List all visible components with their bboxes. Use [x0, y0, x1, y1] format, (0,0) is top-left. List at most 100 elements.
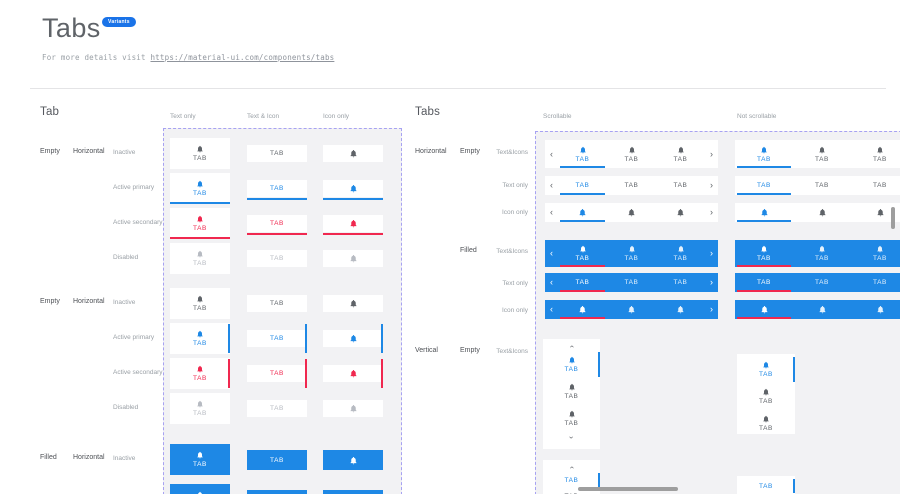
- tab[interactable]: TAB: [793, 273, 851, 292]
- tab[interactable]: TAB: [558, 273, 607, 292]
- tab-preview[interactable]: TAB: [170, 208, 230, 239]
- scroll-prev-button[interactable]: ‹: [550, 277, 553, 287]
- tab[interactable]: TAB: [735, 240, 793, 267]
- tab[interactable]: [793, 203, 851, 222]
- tab-preview[interactable]: TAB: [170, 243, 230, 274]
- tab[interactable]: TAB: [793, 240, 851, 267]
- tab-preview[interactable]: TAB: [170, 288, 230, 319]
- tabs-strip-not-scrollable[interactable]: TAB TAB TAB: [735, 176, 900, 195]
- tab[interactable]: TAB: [851, 140, 900, 168]
- scroll-next-button[interactable]: ›: [710, 180, 713, 190]
- tab-preview[interactable]: TAB: [247, 393, 307, 424]
- scroll-prev-button[interactable]: ‹: [550, 148, 553, 159]
- tab[interactable]: [793, 300, 851, 319]
- scroll-prev-button[interactable]: ‹: [550, 248, 553, 258]
- tab[interactable]: [851, 203, 900, 222]
- tab[interactable]: [558, 300, 607, 319]
- tab[interactable]: TAB: [737, 410, 795, 434]
- horizontal-scrollbar[interactable]: [578, 487, 678, 491]
- tab-preview[interactable]: [323, 393, 383, 424]
- scroll-down-button[interactable]: ›: [566, 435, 576, 439]
- tab[interactable]: [656, 300, 705, 319]
- tab-preview[interactable]: TAB: [247, 173, 307, 204]
- tab-preview[interactable]: [323, 444, 383, 475]
- scroll-up-button[interactable]: ›: [566, 465, 576, 469]
- tab[interactable]: TAB: [737, 478, 795, 494]
- tab[interactable]: TAB: [558, 176, 607, 195]
- tab[interactable]: [735, 203, 793, 222]
- tab[interactable]: TAB: [656, 176, 705, 195]
- tab[interactable]: TAB: [543, 488, 600, 494]
- scroll-next-button[interactable]: ›: [710, 148, 713, 159]
- tabs-vertical-scrollable-texticons[interactable]: › TAB TAB TAB ›: [543, 339, 600, 449]
- tab-preview[interactable]: TAB: [170, 358, 230, 389]
- tab-preview[interactable]: [323, 138, 383, 169]
- scroll-prev-button[interactable]: ‹: [550, 180, 553, 190]
- tabs-vertical-not-scrollable-texticons[interactable]: TAB TAB TAB: [737, 354, 795, 434]
- tab-preview[interactable]: [323, 243, 383, 274]
- tab-preview[interactable]: TAB: [170, 393, 230, 424]
- tab[interactable]: TAB: [543, 472, 600, 488]
- tabs-strip-scrollable[interactable]: ‹ TAB TAB TAB ›: [545, 140, 718, 168]
- tab-preview[interactable]: TAB: [247, 484, 307, 494]
- tab[interactable]: TAB: [607, 140, 656, 168]
- tab[interactable]: TAB: [735, 176, 793, 195]
- tab[interactable]: [851, 300, 900, 319]
- tabs-strip-scrollable[interactable]: ‹ TAB TAB TAB ›: [545, 176, 718, 195]
- tab[interactable]: TAB: [737, 356, 795, 383]
- tab[interactable]: TAB: [607, 273, 656, 292]
- tab-preview[interactable]: [323, 323, 383, 354]
- tab-preview[interactable]: TAB: [247, 323, 307, 354]
- tab[interactable]: TAB: [851, 176, 900, 195]
- tabs-strip-scrollable[interactable]: ‹ ›: [545, 203, 718, 222]
- tab[interactable]: [607, 300, 656, 319]
- tab-preview[interactable]: [323, 484, 383, 494]
- tab-preview[interactable]: [323, 208, 383, 239]
- tabs-strip-scrollable[interactable]: ‹ TAB TAB TAB ›: [545, 273, 718, 292]
- tab-preview[interactable]: TAB: [170, 484, 230, 494]
- tab-preview[interactable]: TAB: [247, 288, 307, 319]
- tab-preview[interactable]: [323, 358, 383, 389]
- tab[interactable]: TAB: [607, 240, 656, 267]
- tab[interactable]: TAB: [737, 383, 795, 410]
- tab[interactable]: [735, 300, 793, 319]
- tab[interactable]: TAB: [851, 240, 900, 267]
- tab[interactable]: TAB: [735, 273, 793, 292]
- tab[interactable]: TAB: [656, 140, 705, 168]
- tab[interactable]: TAB: [735, 140, 793, 168]
- tab-preview[interactable]: TAB: [247, 358, 307, 389]
- tab-preview[interactable]: TAB: [170, 323, 230, 354]
- tab-preview[interactable]: TAB: [247, 208, 307, 239]
- tab[interactable]: TAB: [543, 405, 600, 432]
- tab[interactable]: TAB: [543, 351, 600, 378]
- tab[interactable]: TAB: [607, 176, 656, 195]
- scroll-next-button[interactable]: ›: [710, 304, 713, 314]
- scroll-next-button[interactable]: ›: [710, 207, 713, 217]
- tab-preview[interactable]: [323, 288, 383, 319]
- tabs-strip-not-scrollable[interactable]: [735, 300, 900, 319]
- scroll-prev-button[interactable]: ‹: [550, 304, 553, 314]
- tab[interactable]: TAB: [793, 176, 851, 195]
- scroll-next-button[interactable]: ›: [710, 277, 713, 287]
- tab[interactable]: TAB: [543, 378, 600, 405]
- tab-preview[interactable]: TAB: [247, 138, 307, 169]
- tabs-strip-scrollable[interactable]: ‹ TAB TAB TAB ›: [545, 240, 718, 267]
- tab[interactable]: TAB: [558, 140, 607, 168]
- tab[interactable]: TAB: [656, 240, 705, 267]
- tab-preview[interactable]: [323, 173, 383, 204]
- scroll-prev-button[interactable]: ‹: [550, 207, 553, 217]
- scroll-next-button[interactable]: ›: [710, 248, 713, 258]
- tab-preview[interactable]: TAB: [170, 173, 230, 204]
- docs-link[interactable]: https://material-ui.com/components/tabs: [150, 53, 335, 62]
- tab[interactable]: TAB: [656, 273, 705, 292]
- tab[interactable]: TAB: [851, 273, 900, 292]
- tabs-strip-scrollable[interactable]: ‹ ›: [545, 300, 718, 319]
- tab[interactable]: [558, 203, 607, 222]
- tabs-strip-not-scrollable[interactable]: TAB TAB TAB: [735, 273, 900, 292]
- tab[interactable]: [656, 203, 705, 222]
- vertical-scrollbar[interactable]: [891, 207, 895, 229]
- tabs-strip-not-scrollable[interactable]: TAB TAB TAB: [735, 240, 900, 267]
- tab[interactable]: TAB: [793, 140, 851, 168]
- tab-preview[interactable]: TAB: [170, 444, 230, 475]
